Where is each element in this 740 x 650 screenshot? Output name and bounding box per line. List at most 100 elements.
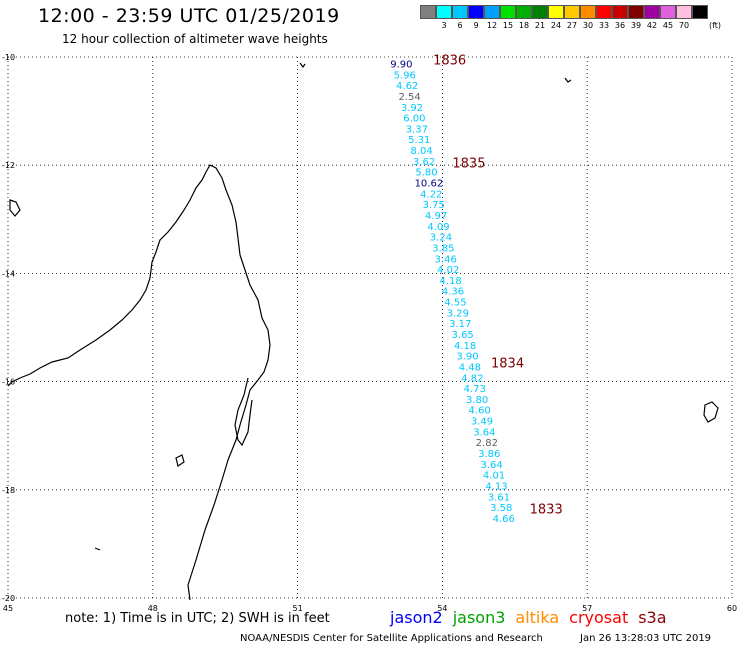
lon-tick-label: 54	[437, 604, 447, 613]
satellite-legend: jason2 jason3 altika cryosat s3a	[390, 608, 677, 627]
lon-tick-label: 60	[727, 604, 737, 613]
legend-swatch-label: 30	[582, 21, 594, 30]
orbit-rev-label: 1833	[530, 503, 563, 518]
legend-swatch	[452, 5, 468, 19]
legend-swatch-label: 39	[630, 21, 642, 30]
small-island-4	[175, 454, 185, 467]
credit-text: NOAA/NESDIS Center for Satellite Applica…	[240, 633, 543, 644]
wave-height-label: 3.46	[435, 254, 457, 265]
legend-swatch-label: 33	[598, 21, 610, 30]
observation-labels: 9.905.964.622.543.926.003.375.318.043.62…	[390, 59, 515, 524]
legend-swatch	[660, 5, 676, 19]
legend-labels: 3 6 9 12 15 18 21 24 27 30 33 36 39 42 45 70 (ft)	[420, 21, 721, 30]
small-island-5	[9, 199, 21, 217]
wave-height-label: 4.02	[437, 265, 459, 276]
wave-height-label: 3.80	[466, 395, 488, 406]
lat-tick-label: -18	[2, 486, 15, 495]
orbit-rev-label: 1836	[433, 54, 466, 69]
legend-swatch-label: 15	[502, 21, 514, 30]
page-subtitle: 12 hour collection of altimeter wave hei…	[62, 32, 328, 46]
wave-height-label: 4.13	[485, 481, 507, 492]
wave-height-label: 3.65	[452, 330, 474, 341]
legend-swatch	[420, 5, 436, 19]
satellite-label-cryosat: cryosat	[569, 608, 629, 627]
legend-swatch	[468, 5, 484, 19]
legend-swatch	[692, 5, 708, 19]
lon-tick-label: 51	[293, 604, 303, 613]
legend-swatch-label: 6	[457, 21, 463, 30]
wave-height-label: 3.85	[432, 243, 454, 254]
lat-tick-label: -16	[2, 378, 15, 387]
wave-height-label: 3.92	[401, 103, 423, 114]
wave-height-label: 5.80	[415, 168, 437, 179]
wave-height-label: 4.73	[464, 384, 486, 395]
legend-swatch-label: 12	[486, 21, 498, 30]
wave-height-label: 4.18	[439, 276, 461, 287]
wave-height-label: 10.62	[415, 179, 444, 190]
legend-swatch	[628, 5, 644, 19]
orbit-rev-label: 1835	[452, 156, 485, 171]
legend-swatch	[484, 5, 500, 19]
orbit-rev-label: 1834	[491, 357, 524, 372]
legend-swatch	[612, 5, 628, 19]
lon-tick-label: 57	[582, 604, 592, 613]
legend-swatch	[596, 5, 612, 19]
map-grid	[7, 56, 733, 599]
timestamp-text: Jan 26 13:28:03 UTC 2019	[580, 633, 712, 644]
wave-height-label: 3.24	[430, 233, 452, 244]
wave-height-label: 3.58	[490, 503, 512, 514]
satellite-label-jason2: jason2	[390, 608, 443, 627]
wave-height-label: 5.96	[394, 70, 416, 81]
wave-height-label: 3.61	[488, 492, 510, 503]
legend-unit: (ft)	[709, 21, 722, 30]
wave-height-label: 4.01	[483, 471, 505, 482]
legend-swatch-label: 9	[473, 21, 479, 30]
legend-swatch-label: 70	[678, 21, 690, 30]
legend-swatch	[436, 5, 452, 19]
wave-height-label: 2.54	[398, 92, 420, 103]
wave-height-label: 5.31	[408, 135, 430, 146]
legend-swatch	[564, 5, 580, 19]
madagascar-coastline	[7, 164, 271, 601]
satellite-label-jason3: jason3	[452, 608, 506, 627]
satellite-label-altika: altika	[515, 608, 560, 627]
wave-height-label: 4.18	[454, 341, 476, 352]
lon-tick-label: 48	[148, 604, 158, 613]
lat-tick-label: -14	[2, 269, 15, 278]
inner-bay	[234, 377, 253, 447]
wave-height-label: 4.62	[396, 81, 418, 92]
satellite-label-s3a: s3a	[638, 608, 667, 627]
note-text: note: 1) Time is in UTC; 2) SWH is in fe…	[65, 611, 330, 626]
small-island	[703, 401, 719, 423]
wave-height-label: 3.29	[447, 308, 469, 319]
wave-height-label: 3.37	[406, 124, 428, 135]
rev-labels: 1836 1835 1834 1833	[433, 54, 563, 518]
wave-height-label: 3.86	[478, 449, 500, 460]
wave-height-label: 3.64	[480, 460, 502, 471]
wave-height-label: 4.09	[427, 222, 449, 233]
lat-tick-label: -12	[2, 161, 15, 170]
legend-swatch-label: 24	[550, 21, 562, 30]
wave-height-label: 4.55	[444, 298, 466, 309]
lon-tick-label: 45	[3, 604, 13, 613]
wave-height-label: 9.90	[390, 59, 412, 70]
legend-swatch-label: 3	[441, 21, 447, 30]
wave-height-label: 2.82	[476, 438, 498, 449]
wave-height-label: 3.62	[413, 157, 435, 168]
axis-tick-labels: 45 48 51 54 57 60 -10 -12 -14 -16 -18 -20	[2, 53, 737, 613]
legend-swatch	[676, 5, 692, 19]
small-island-3	[299, 62, 306, 69]
lat-tick-label: -20	[2, 594, 15, 603]
wave-height-label: 3.90	[456, 352, 478, 363]
wave-height-label: 3.49	[471, 417, 493, 428]
wave-height-label: 4.97	[425, 211, 447, 222]
legend-swatch-label: 18	[518, 21, 530, 30]
wave-height-label: 3.17	[449, 319, 471, 330]
legend-swatch	[532, 5, 548, 19]
wave-height-label: 4.60	[468, 406, 490, 417]
legend-swatch	[644, 5, 660, 19]
wave-height-label: 4.82	[461, 373, 483, 384]
small-island-2	[564, 77, 572, 83]
legend-swatch-label: 27	[566, 21, 578, 30]
